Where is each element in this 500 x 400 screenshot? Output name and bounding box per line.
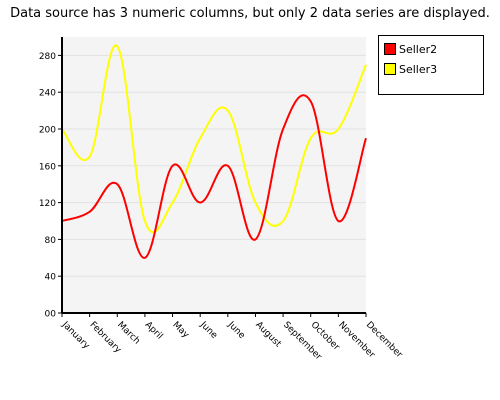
series-lines (61, 44, 367, 259)
y-tick-label: 80 (45, 236, 57, 246)
y-tick-label: 200 (39, 126, 56, 136)
y-tick-label: 120 (39, 199, 56, 209)
legend-label-seller3: Seller3 (399, 62, 438, 76)
x-tick-label: January (59, 319, 91, 351)
y-tick-label: 280 (39, 52, 56, 62)
y-axis-ticks: 00 40 80 120 160 200 240 280 (39, 52, 62, 320)
x-tick-label: April (143, 320, 165, 342)
x-tick-label: May (170, 320, 191, 341)
y-tick-label: 160 (39, 162, 56, 172)
grid-lines (62, 54, 366, 277)
legend-item-seller3: Seller3 (384, 61, 437, 77)
chart-title: Data source has 3 numeric columns, but o… (10, 6, 490, 21)
x-tick-label: August (253, 320, 283, 350)
legend: Seller2 Seller3 (378, 35, 484, 95)
legend-swatch-seller3 (384, 63, 396, 75)
y-tick-label: 40 (45, 273, 57, 283)
x-tick-label: June (197, 319, 219, 341)
series-line-seller2 (61, 94, 367, 259)
legend-label-seller2: Seller2 (399, 42, 438, 56)
legend-swatch-seller2 (384, 43, 396, 55)
legend-item-seller2: Seller2 (384, 41, 437, 57)
plot-area (62, 37, 366, 313)
y-tick-label: 00 (45, 310, 57, 320)
x-tick-label: June (225, 319, 247, 341)
x-tick-label: March (115, 320, 141, 346)
y-tick-label: 240 (39, 89, 56, 99)
series-line-seller3 (61, 44, 367, 234)
